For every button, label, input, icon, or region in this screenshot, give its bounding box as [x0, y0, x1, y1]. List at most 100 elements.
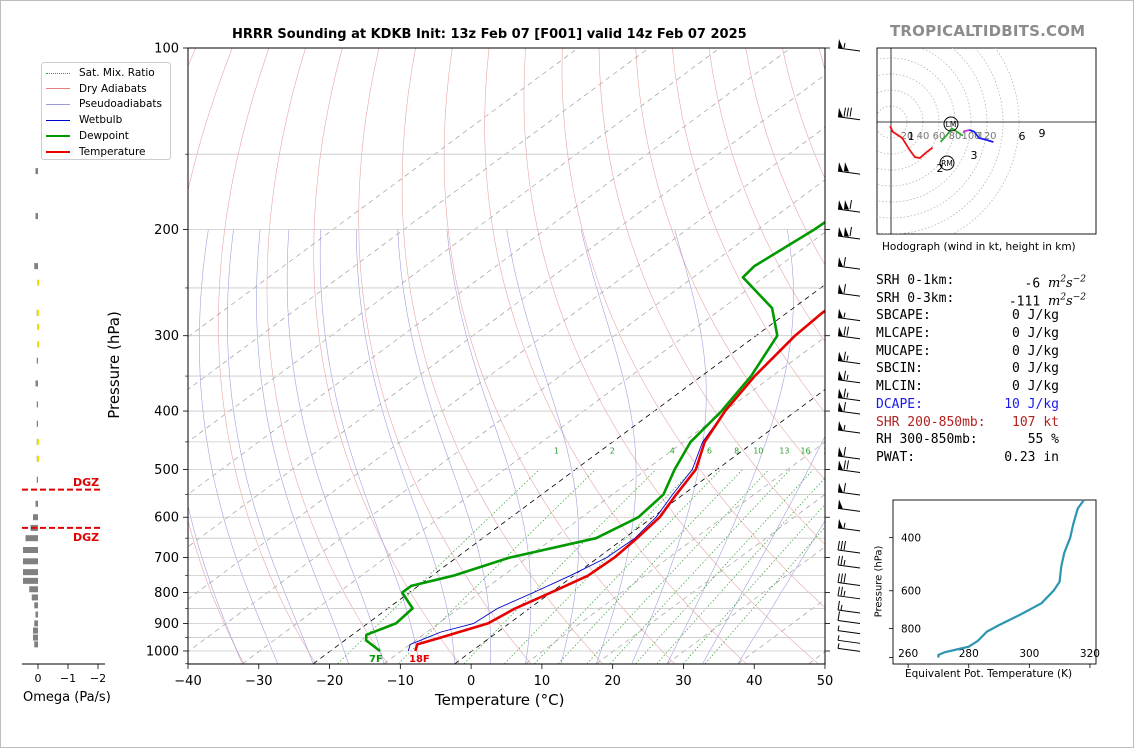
legend-swatch: [46, 103, 70, 105]
hodograph-height-label: 6: [1019, 130, 1026, 143]
wind-barbs: [825, 39, 861, 652]
stat-label: DCAPE:: [876, 396, 923, 412]
pseudoadiabat: [356, 229, 456, 664]
stat-row: SBCIN: 0 J/kg: [876, 360, 1086, 378]
mixing-ratio-label: 4: [670, 446, 675, 455]
omega-bar: [23, 547, 38, 554]
hodograph-ring-label: 120: [977, 131, 996, 142]
stat-value: 0 J/kg: [1012, 379, 1059, 395]
barb-flag: [840, 555, 843, 566]
omega-dgz-mark: [37, 438, 39, 445]
barb-half-flag: [840, 604, 843, 611]
theta-e-line: [937, 499, 1085, 658]
barb-flag: [843, 388, 846, 398]
wind-barb: [837, 351, 861, 365]
omega-bar: [36, 401, 38, 408]
omega-bar: [33, 634, 38, 641]
wind-barb: [837, 370, 861, 384]
isotherm: [242, 231, 825, 664]
y-tick-label: 800: [154, 586, 179, 601]
isotherm: [525, 441, 825, 664]
isotherm: [454, 389, 825, 664]
barb-staff: [837, 582, 861, 587]
barb-pennant: [838, 162, 843, 172]
stat-label: RH 300-850mb:: [876, 432, 978, 448]
y-tick-label: 400: [154, 405, 179, 420]
barb-half-flag: [837, 643, 840, 649]
stat-value: 0 J/kg: [1012, 308, 1059, 324]
omega-bar: [36, 420, 38, 427]
omega-tick-label: 0: [35, 672, 42, 685]
dry-adiabat: [188, 48, 245, 664]
omega-bar: [29, 586, 38, 593]
barb-pennant: [844, 200, 849, 210]
pseudoadiabat: [580, 229, 637, 664]
theta-e-y-label: Pressure (hPa): [873, 545, 885, 618]
barb-half-flag: [846, 374, 849, 380]
pseudoadiabat: [446, 229, 532, 664]
stat-value: 0 J/kg: [1012, 361, 1059, 377]
omega-bar: [23, 558, 38, 565]
barb-flag: [849, 107, 852, 117]
isotherm: [188, 48, 791, 495]
dry-adiabat: [484, 48, 747, 664]
barb-half-flag: [843, 590, 846, 596]
isotherm: [312, 284, 825, 664]
barb-flag: [840, 586, 843, 596]
x-tick-label: 0: [467, 674, 475, 689]
dewpoint-line: [364, 220, 825, 653]
barb-flag: [837, 555, 840, 566]
hodograph-height-label: 9: [1039, 127, 1046, 140]
wind-barb: [837, 308, 861, 322]
barb-flag: [843, 370, 846, 380]
theta-e-panel: 260 280 300 320 400 600 800: [889, 499, 1100, 668]
wind-barb: [837, 600, 861, 614]
isotherm: [188, 74, 825, 548]
barb-pennant: [838, 518, 843, 529]
stat-value: 0.23 in: [1004, 449, 1059, 465]
barb-pennant: [838, 107, 843, 118]
barb-pennant: [838, 460, 843, 471]
omega-bar: [35, 380, 38, 387]
skewt-series: [364, 220, 825, 653]
mixing-ratio-label: 8: [734, 446, 739, 455]
wind-barb: [837, 401, 861, 415]
wind-barb: [837, 460, 861, 473]
isotherm: [188, 48, 720, 443]
legend-swatch: [46, 150, 70, 153]
hodograph-frame: [876, 47, 1097, 235]
stat-label: MUCAPE:: [876, 343, 931, 359]
isotherm: [188, 48, 650, 390]
stat-value: 10 J/kg: [1004, 396, 1059, 412]
mixing-ratio-label: 16: [800, 446, 810, 455]
hodograph-segment: [889, 125, 934, 159]
barb-pennant: [838, 284, 843, 294]
wind-barb: [837, 540, 861, 554]
hodograph-segment: [939, 127, 964, 143]
barb-pennant: [838, 257, 843, 267]
stat-label: SRH 0-1km:: [876, 273, 955, 288]
barb-flag: [843, 401, 846, 412]
dry-adiabat: [266, 48, 388, 664]
x-axis-label: Temperature (°C): [435, 691, 565, 709]
omega-panel: 0 −1 −2: [22, 168, 106, 685]
isotherm: [666, 546, 825, 664]
dry-adiabat: [358, 48, 532, 664]
stat-row: DCAPE: 10 J/kg: [876, 396, 1086, 414]
stat-label: SHR 200-850mb:: [876, 414, 986, 430]
omega-bar: [34, 602, 38, 609]
barb-staff: [837, 647, 861, 652]
barb-half-flag: [846, 355, 849, 361]
wind-barb: [837, 625, 861, 635]
x-tick-label: −10: [387, 674, 414, 689]
wind-barb: [837, 326, 861, 340]
barb-pennant: [838, 326, 843, 337]
omega-bar: [23, 577, 38, 584]
stat-row: PWAT: 0.23 in: [876, 449, 1086, 467]
wind-barb: [837, 643, 861, 652]
wind-barb: [837, 257, 861, 270]
stat-label: PWAT:: [876, 449, 916, 465]
barb-pennant: [838, 308, 843, 319]
barb-half-flag: [846, 392, 849, 398]
